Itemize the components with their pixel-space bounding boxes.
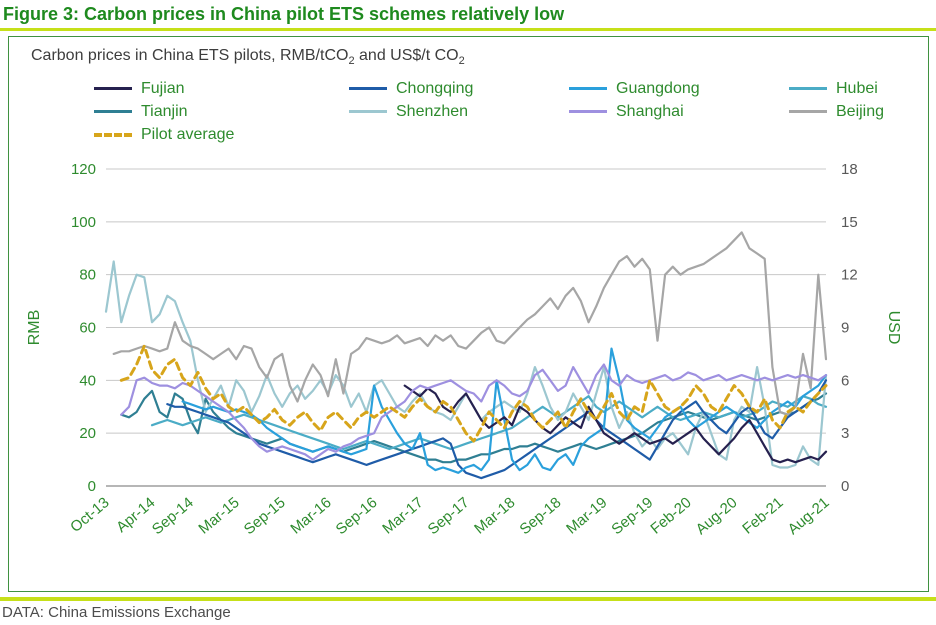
legend-label: Pilot average xyxy=(141,125,235,143)
x-tick-label: Mar-17 xyxy=(379,494,426,538)
y-right-tick-label: 3 xyxy=(841,425,849,442)
series-line-beijing xyxy=(112,231,828,416)
y-right-tick-label: 6 xyxy=(841,372,849,389)
x-tick-label: Sep-16 xyxy=(333,494,381,538)
y-left-tick-label: 20 xyxy=(79,425,96,442)
subtitle-text: Carbon prices in China ETS pilots, RMB/t… xyxy=(31,47,349,64)
legend-swatch xyxy=(349,110,387,113)
legend-item-pilot-average: Pilot average xyxy=(94,126,349,144)
series-line-shanghai xyxy=(120,363,828,461)
legend-label: Beijing xyxy=(836,102,885,120)
legend-swatch xyxy=(789,110,827,113)
data-source: DATA: China Emissions Exchange xyxy=(2,604,231,621)
x-tick-label: Mar-18 xyxy=(471,494,518,538)
y-left-tick-label: 60 xyxy=(79,320,96,337)
legend-label: Guangdong xyxy=(616,79,700,97)
legend-label: Chongqing xyxy=(396,79,474,97)
x-tick-label: Mar-16 xyxy=(287,494,334,538)
figure-box: Carbon prices in China ETS pilots, RMB/t… xyxy=(8,36,929,592)
series-line-shenzhen xyxy=(104,260,828,469)
y-right-tick-label: 0 xyxy=(841,478,849,495)
legend-label: Shanghai xyxy=(616,102,684,120)
legend-swatch xyxy=(94,110,132,113)
series-line-pilot-average xyxy=(119,344,828,443)
subtitle-subscript: 2 xyxy=(458,55,465,68)
legend-swatch xyxy=(94,132,132,137)
x-tick-label: Sep-14 xyxy=(149,494,197,538)
legend-swatch xyxy=(94,87,132,90)
x-tick-label: Sep-18 xyxy=(517,494,565,538)
x-tick-label: Sep-19 xyxy=(608,494,656,538)
x-tick-label: Feb-21 xyxy=(739,494,786,538)
y-right-tick-label: 15 xyxy=(841,214,858,231)
x-tick-label: Feb-20 xyxy=(647,494,694,538)
y-left-tick-label: 120 xyxy=(71,161,96,178)
y-left-tick-label: 0 xyxy=(88,478,96,495)
legend-label: Shenzhen xyxy=(396,102,469,120)
y-left-axis-title: RMB xyxy=(26,310,43,346)
subtitle-subscript: 2 xyxy=(348,55,355,68)
series-line-fujian xyxy=(403,384,828,464)
legend-label: Tianjin xyxy=(141,102,188,120)
y-left-tick-label: 40 xyxy=(79,372,96,389)
legend-swatch xyxy=(569,87,607,90)
x-tick-label: Oct-13 xyxy=(67,494,112,536)
y-left-tick-label: 100 xyxy=(71,214,96,231)
legend-row: Pilot average xyxy=(9,123,909,146)
x-tick-label: Aug-20 xyxy=(693,494,741,538)
chart-subtitle: Carbon prices in China ETS pilots, RMB/t… xyxy=(31,47,465,67)
legend-item-guangdong: Guangdong xyxy=(569,80,789,98)
legend-item-beijing: Beijing xyxy=(789,103,909,121)
figure-title: Figure 3: Carbon prices in China pilot E… xyxy=(3,4,565,24)
subtitle-text: and US$/t CO xyxy=(354,47,459,64)
legend-swatch xyxy=(789,87,827,90)
y-left-tick-label: 80 xyxy=(79,267,96,284)
legend-row: Fujian Chongqing Guangdong Hubei xyxy=(9,77,909,100)
x-tick-label: Mar-15 xyxy=(195,494,242,538)
x-tick-label: Sep-17 xyxy=(425,494,473,538)
legend-item-shenzhen: Shenzhen xyxy=(349,103,569,121)
title-underline xyxy=(0,28,936,31)
y-right-tick-label: 9 xyxy=(841,320,849,337)
legend-item-shanghai: Shanghai xyxy=(569,103,789,121)
x-tick-label: Mar-19 xyxy=(563,494,610,538)
legend-label: Hubei xyxy=(836,79,878,97)
series-line-chongqing xyxy=(166,379,828,480)
legend-item-tianjin: Tianjin xyxy=(94,103,349,121)
y-right-tick-label: 12 xyxy=(841,267,858,284)
y-right-tick-label: 18 xyxy=(841,161,858,178)
footer-divider xyxy=(0,597,936,601)
legend-row: Tianjin Shenzhen Shanghai Beijing xyxy=(9,100,909,123)
series-line-guangdong xyxy=(181,347,828,474)
legend-item-fujian: Fujian xyxy=(94,80,349,98)
legend-label: Fujian xyxy=(141,79,185,97)
x-tick-label: Aug-21 xyxy=(785,494,833,538)
y-right-axis-title: USD xyxy=(885,311,902,345)
legend-swatch xyxy=(349,87,387,90)
legend-item-hubei: Hubei xyxy=(789,80,909,98)
legend-swatch xyxy=(569,110,607,113)
x-tick-label: Sep-15 xyxy=(241,494,289,538)
chart-legend: Fujian Chongqing Guangdong Hubei Tianjin Shen… xyxy=(9,77,909,146)
legend-item-chongqing: Chongqing xyxy=(349,80,569,98)
